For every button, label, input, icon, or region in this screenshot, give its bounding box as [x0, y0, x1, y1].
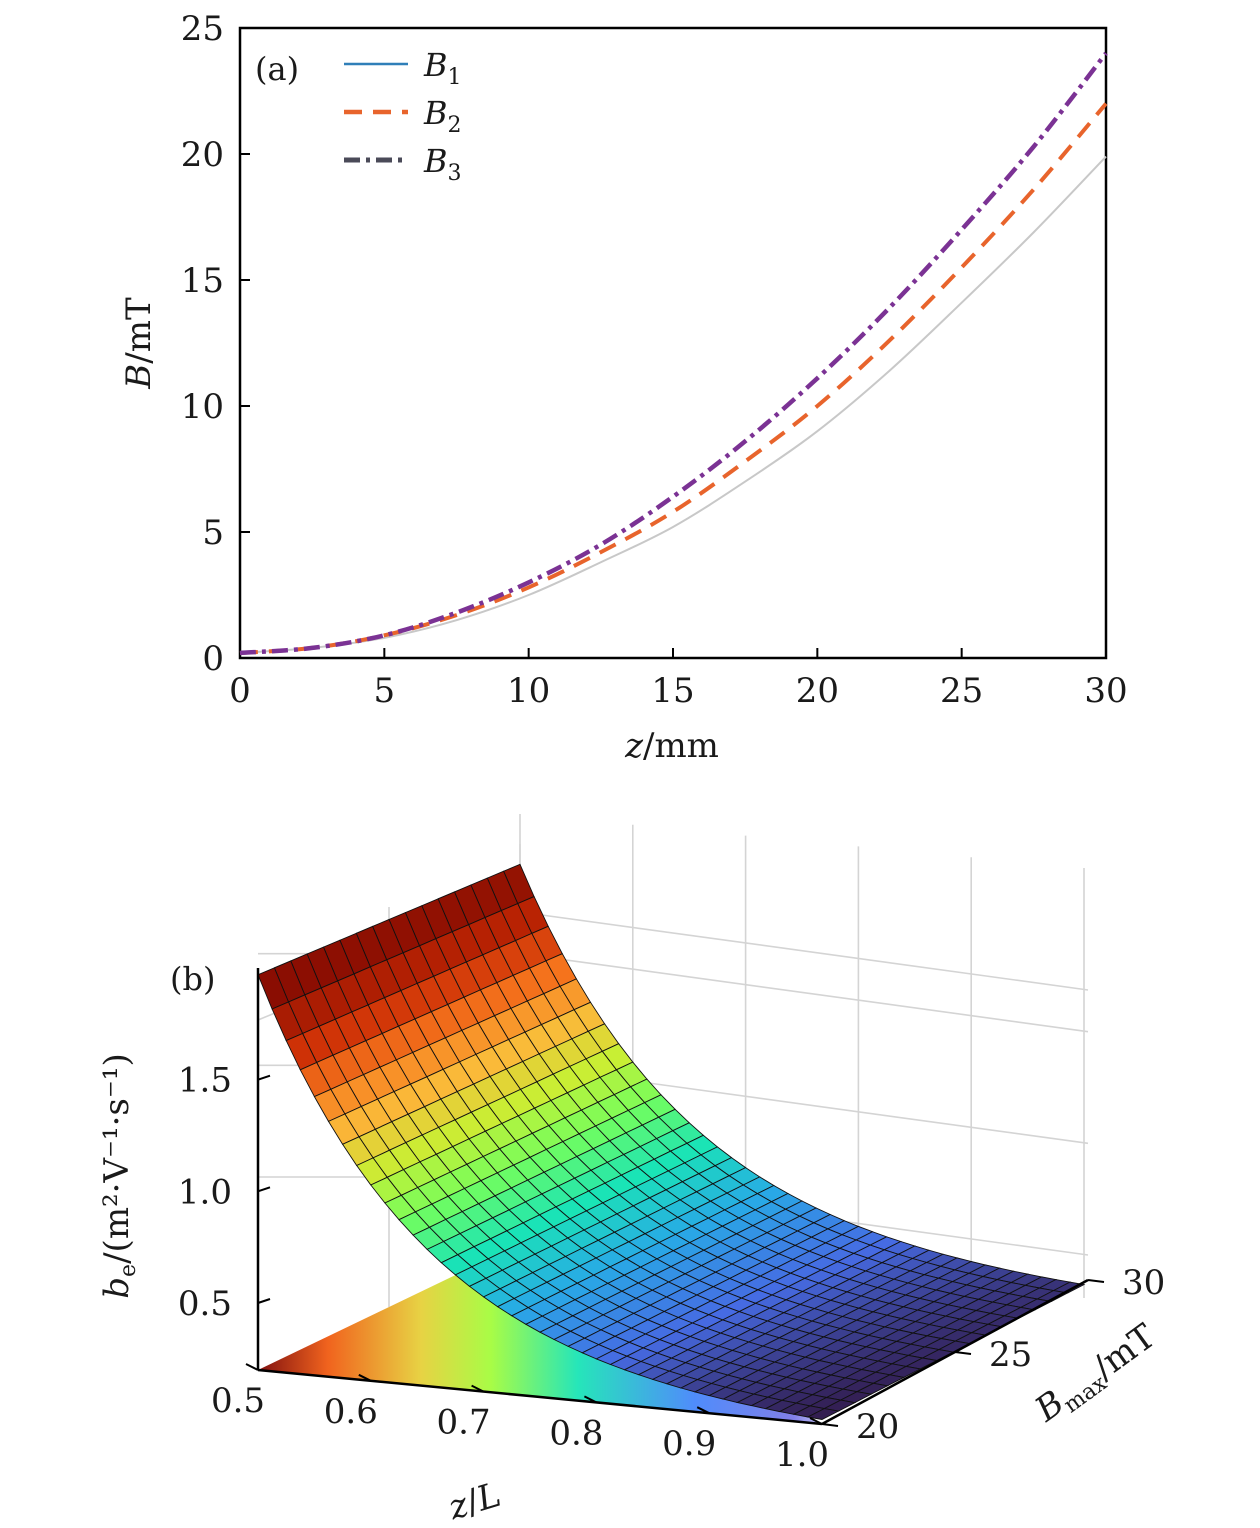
z-tick-label: 1.5: [178, 1061, 232, 1101]
surface-chart-panel-b: 0.5 0.6 0.7 0.8 0.9 1.0 20 25 30 0.5 1.0 1.5 (b) z/…: [97, 814, 1165, 1528]
axis-ticks-a: 0 5 10 15 20 25 30 0 5 10 15 20 25: [181, 9, 1128, 711]
surface-cell: [806, 1408, 840, 1420]
x-axis-title-b: z/L: [443, 1475, 505, 1528]
x-tick-mark: [245, 1363, 259, 1371]
panel-label-a: (a): [255, 50, 299, 88]
legend-label-b1: B1: [423, 46, 462, 90]
y-tick-label: 5: [202, 513, 224, 553]
x-tick-label: 15: [651, 671, 694, 711]
x-tick-label: 10: [507, 671, 550, 711]
x-tick-label: 0.9: [662, 1424, 716, 1464]
y-tick-label: 20: [856, 1407, 899, 1447]
x-axis-title-a: z/mm: [624, 726, 719, 766]
y-tick-label: 25: [181, 9, 224, 49]
x-tick-mark: [583, 1395, 597, 1404]
y-tick-mark: [1087, 1279, 1105, 1283]
x-tick-label: 0.8: [549, 1413, 603, 1453]
axes-3d: 0.5 0.6 0.7 0.8 0.9 1.0 20 25 30 0.5 1.0 1.5: [178, 968, 1165, 1475]
z-tick-mark: [257, 1186, 271, 1193]
x-tick-mark: [809, 1417, 823, 1425]
x-tick-label: 25: [940, 671, 983, 711]
y-tick-label: 30: [1122, 1263, 1165, 1303]
y-tick-label: 15: [181, 261, 224, 301]
data-series-a: [239, 51, 1108, 656]
x-tick-label: 0: [229, 671, 251, 711]
z-axis-title-b: be/(m²·V⁻¹·s⁻¹): [97, 1053, 141, 1298]
z-tick-mark: [257, 1298, 271, 1304]
x-tick-label: 20: [796, 671, 839, 711]
surface-mesh: [257, 863, 1086, 1420]
y-axis-title-b: Bmax/mT: [1027, 1316, 1165, 1433]
z-tick-mark: [257, 1074, 271, 1081]
y-tick-mark: [954, 1351, 972, 1355]
y-tick-label: 20: [181, 135, 224, 175]
x-tick-label: 0.7: [437, 1403, 491, 1443]
x-tick-label: 1.0: [775, 1435, 829, 1475]
y-axis-title-a: B/mT: [119, 297, 159, 390]
series-line-b3: [239, 51, 1108, 656]
y-tick-label: 0: [202, 639, 224, 679]
x-tick-label: 30: [1084, 671, 1127, 711]
x-tick-label: 5: [374, 671, 396, 711]
x-axis-line: [257, 1368, 823, 1426]
y-tick-mark: [821, 1423, 839, 1427]
plot-frame-a: [238, 26, 1108, 660]
x-tick-label: 0.6: [324, 1392, 378, 1432]
panel-label-b: (b): [170, 960, 215, 998]
legend-label-b2: B2: [423, 94, 462, 138]
z-tick-label: 0.5: [178, 1284, 232, 1324]
y-tick-label: 10: [181, 387, 224, 427]
series-line-b2: [239, 102, 1108, 655]
y-tick-label: 25: [989, 1335, 1032, 1375]
grid-line: [519, 911, 1089, 991]
legend-label-b3: B3: [423, 142, 462, 186]
x-tick-mark: [471, 1384, 485, 1393]
x-tick-mark: [358, 1373, 372, 1382]
x-tick-mark: [696, 1406, 710, 1415]
grid-line: [519, 952, 1089, 1033]
z-tick-label: 1.0: [178, 1172, 232, 1212]
x-tick-label: 0.5: [211, 1381, 265, 1421]
series-line-b1: [239, 155, 1107, 654]
